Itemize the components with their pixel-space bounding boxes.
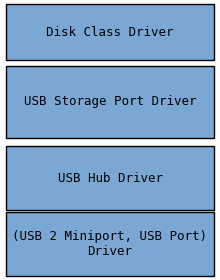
FancyBboxPatch shape	[6, 66, 214, 138]
Text: USB Storage Port Driver: USB Storage Port Driver	[24, 95, 196, 109]
Text: Disk Class Driver: Disk Class Driver	[46, 25, 174, 39]
Text: (USB 2 Miniport, USB Port)
Driver: (USB 2 Miniport, USB Port) Driver	[13, 230, 207, 258]
FancyBboxPatch shape	[6, 4, 214, 60]
Text: USB Hub Driver: USB Hub Driver	[57, 171, 163, 185]
FancyBboxPatch shape	[6, 212, 214, 276]
FancyBboxPatch shape	[6, 146, 214, 210]
